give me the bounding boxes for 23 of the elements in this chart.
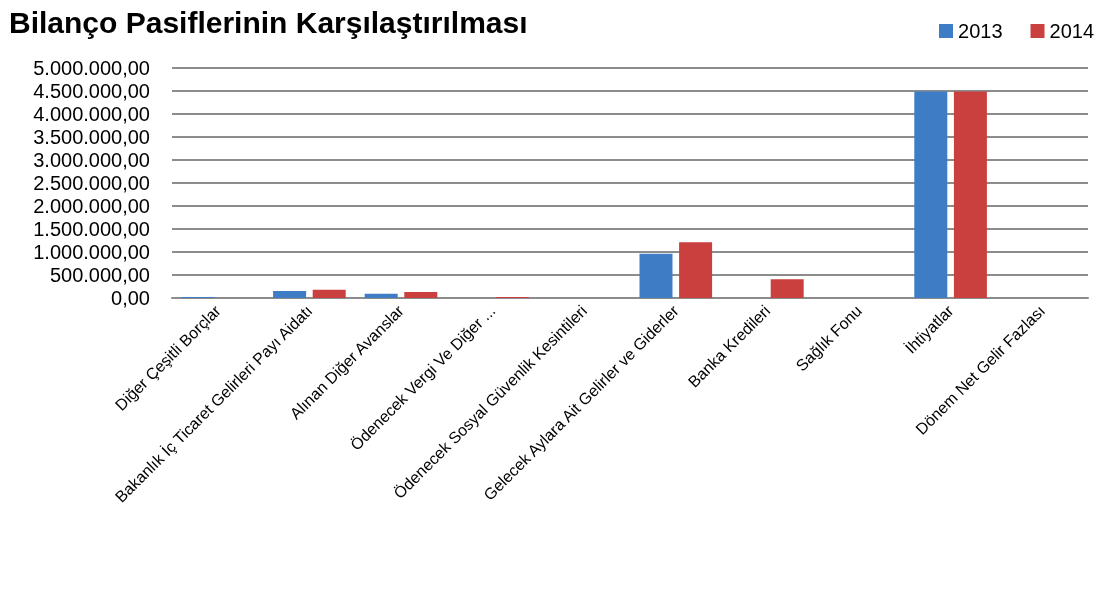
bar <box>364 293 398 298</box>
y-tick-label: 1.000.000,00 <box>33 241 150 263</box>
chart-title: Bilanço Pasiflerinin Karşılaştırılması <box>9 5 528 39</box>
bar <box>770 279 804 298</box>
y-tick-label: 4.000.000,00 <box>33 103 150 125</box>
legend-label: 2013 <box>958 20 1003 42</box>
bar <box>312 289 346 298</box>
bar <box>679 242 713 298</box>
y-tick-label: 1.500.000,00 <box>33 218 150 240</box>
bar <box>273 291 307 298</box>
y-tick-label: 3.000.000,00 <box>33 149 150 171</box>
y-tick-label: 2.000.000,00 <box>33 195 150 217</box>
y-tick-label: 2.500.000,00 <box>33 172 150 194</box>
y-tick-label: 5.000.000,00 <box>33 57 150 79</box>
bar <box>404 292 438 298</box>
bar <box>953 91 987 298</box>
y-tick-label: 500.000,00 <box>49 264 150 286</box>
bar <box>914 91 948 298</box>
y-tick-label: 0,00 <box>111 287 150 309</box>
bar <box>639 253 673 298</box>
y-tick-label: 3.500.000,00 <box>33 126 150 148</box>
y-tick-label: 4.500.000,00 <box>33 80 150 102</box>
legend-label: 2014 <box>1049 20 1095 42</box>
